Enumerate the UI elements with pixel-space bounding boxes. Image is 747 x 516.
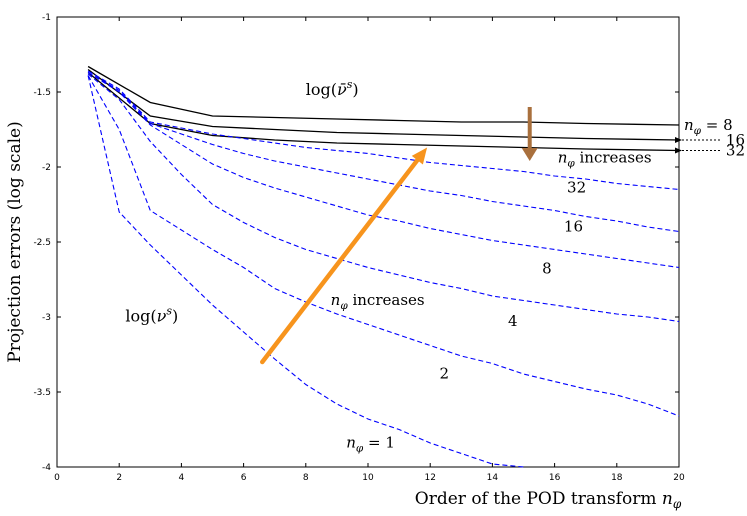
y-tick-label: -3: [42, 313, 51, 323]
nu-bar-label: log(ν̄s): [306, 78, 359, 99]
series-group: [87, 65, 680, 468]
y-tick-label: -1.5: [33, 88, 51, 98]
series-line: [87, 72, 680, 233]
series-line: [87, 71, 680, 152]
orange-arrow-shaft: [260, 157, 420, 365]
y-tick-label: -1: [42, 13, 51, 23]
curve-label: 32: [567, 179, 586, 197]
nu-label: log(νs): [125, 305, 178, 326]
x-axis-label: Order of the POD transform nφ: [415, 489, 682, 511]
y-tick-label: -3.5: [33, 388, 51, 398]
y-tick-label: -2: [42, 163, 51, 173]
n1-label: nφ = 1: [346, 434, 395, 455]
series-line: [87, 75, 680, 417]
x-tick-label: 6: [241, 473, 247, 483]
x-tick-label: 16: [549, 473, 561, 483]
x-tick-label: 8: [303, 473, 309, 483]
x-tick-label: 12: [424, 473, 435, 483]
x-tick-label: 20: [673, 473, 685, 483]
right-label-0: nφ = 8: [684, 116, 733, 137]
y-tick-label: -2.5: [33, 238, 51, 248]
x-tick-label: 4: [179, 473, 185, 483]
curve-label: 2: [440, 365, 450, 383]
increases-label-top: nφ increases: [558, 149, 652, 170]
y-tick-label: -4: [42, 463, 51, 473]
x-tick-label: 2: [116, 473, 122, 483]
series-line: [87, 65, 680, 126]
x-tick-label: 14: [487, 473, 499, 483]
plot-frame: [56, 16, 680, 468]
curve-label: 4: [508, 312, 518, 330]
series-line: [87, 72, 680, 269]
curve-label: 8: [542, 260, 552, 278]
series-line: [87, 73, 680, 323]
series-line: [87, 70, 680, 191]
ticks: 0 2 4 6 8 10 12 14 16 18 20 -4 -3.5 -3 -2.5 -2 -1.5 -1: [33, 13, 685, 483]
series-line: [87, 68, 680, 141]
x-tick-label: 0: [54, 473, 60, 483]
increases-label-mid: nφ increases: [331, 291, 425, 312]
right-label-1: 16: [726, 131, 745, 149]
brown-arrow-head: [521, 148, 538, 161]
x-tick-label: 10: [362, 473, 374, 483]
curve-label: 16: [564, 218, 583, 236]
right-label-2: 32: [726, 142, 745, 160]
x-tick-label: 18: [611, 473, 623, 483]
series-line: [87, 75, 524, 468]
y-axis-label: Projection errors (log scale): [5, 121, 25, 362]
orange-arrow-head: [411, 147, 428, 165]
